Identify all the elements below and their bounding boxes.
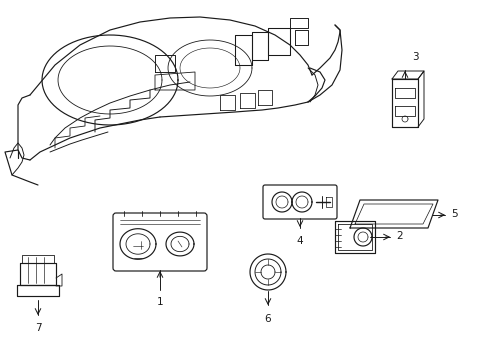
Text: 6: 6 (264, 314, 271, 324)
Text: 2: 2 (395, 231, 402, 241)
FancyBboxPatch shape (113, 213, 206, 271)
Text: 4: 4 (296, 236, 303, 246)
Text: 1: 1 (156, 297, 163, 307)
Text: 5: 5 (450, 209, 457, 219)
Text: 3: 3 (411, 52, 418, 62)
Text: 7: 7 (35, 323, 41, 333)
FancyBboxPatch shape (263, 185, 336, 219)
